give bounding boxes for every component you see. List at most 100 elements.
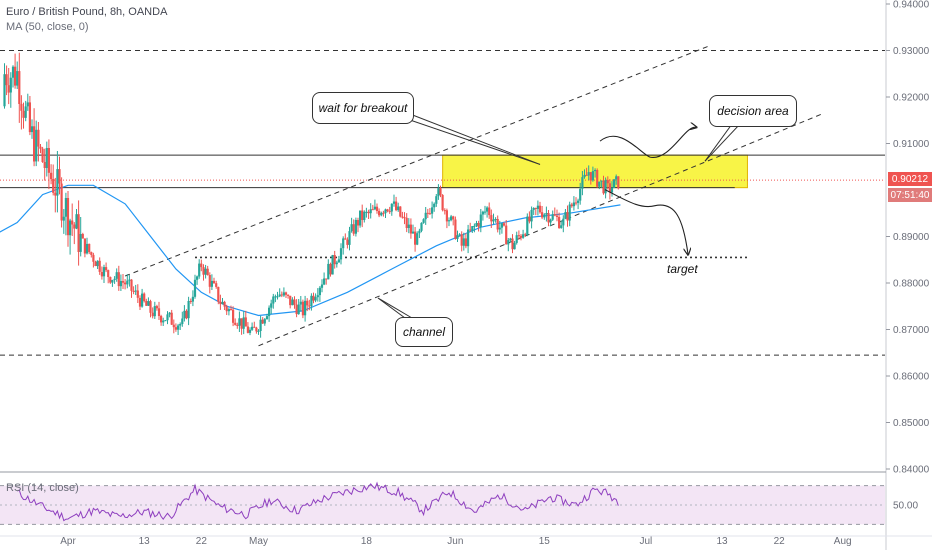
candle-body-147 xyxy=(314,297,317,301)
candle-body-83 xyxy=(179,324,182,326)
candle-body-283 xyxy=(602,180,605,194)
candle-body-6 xyxy=(16,71,19,86)
candle-body-184 xyxy=(392,201,396,204)
callout-channel[interactable]: channel xyxy=(395,317,453,347)
ma-legend[interactable]: MA (50, close, 0) xyxy=(6,21,89,33)
candle-body-0 xyxy=(3,74,6,107)
candle-body-86 xyxy=(185,310,188,319)
candle-body-100 xyxy=(215,283,218,287)
candle-body-156 xyxy=(333,255,336,265)
candle-body-13 xyxy=(30,126,34,133)
candle-body-289 xyxy=(615,176,618,180)
rsi-legend[interactable]: RSI (14, close) xyxy=(6,482,79,494)
candle-body-265 xyxy=(564,212,567,219)
candle-body-94 xyxy=(202,267,205,275)
candle-body-215 xyxy=(458,234,461,236)
candle-body-131 xyxy=(280,294,283,296)
candle-body-217 xyxy=(462,238,465,246)
candle-body-88 xyxy=(189,301,192,302)
candle-body-44 xyxy=(96,260,99,267)
candle-body-106 xyxy=(227,309,230,312)
candle-body-42 xyxy=(92,254,95,262)
candle-body-216 xyxy=(460,234,463,246)
candle-body-87 xyxy=(187,301,190,319)
candle-body-102 xyxy=(219,301,222,305)
candle-body-60 xyxy=(130,279,133,291)
candle-body-197 xyxy=(420,222,423,231)
candle-body-38 xyxy=(83,238,86,254)
date-tick-label-7: Jul xyxy=(639,536,652,547)
candle-body-183 xyxy=(390,203,393,212)
candle-body-111 xyxy=(238,318,241,326)
candle-body-7 xyxy=(18,71,21,104)
candle-body-10 xyxy=(24,106,27,118)
price-tick-label-0: 0.94000 xyxy=(893,0,930,11)
candle-body-72 xyxy=(155,306,158,309)
candle-body-46 xyxy=(100,272,103,277)
candle-body-153 xyxy=(327,263,330,280)
candle-body-80 xyxy=(172,324,175,328)
bullish-scenario-curve xyxy=(599,127,696,158)
candle-body-23 xyxy=(52,179,55,193)
candle-body-135 xyxy=(289,295,292,306)
candle-body-246 xyxy=(524,234,527,236)
candle-body-133 xyxy=(284,292,288,295)
date-tick-label-4: 18 xyxy=(361,536,373,547)
candle-body-14 xyxy=(33,126,36,162)
candle-body-212 xyxy=(452,216,455,220)
candle-body-67 xyxy=(145,301,148,306)
candle-body-8 xyxy=(20,103,23,111)
candle-body-36 xyxy=(79,234,82,252)
callout-decision-area[interactable]: decision area xyxy=(709,95,797,127)
candle-body-167 xyxy=(356,220,360,226)
candle-body-274 xyxy=(583,174,586,178)
candle-body-206 xyxy=(439,188,442,195)
candle-body-247 xyxy=(526,216,529,235)
candle-body-140 xyxy=(299,301,302,305)
candle-body-250 xyxy=(532,208,535,210)
date-tick-label-9: 22 xyxy=(774,536,786,547)
candle-body-243 xyxy=(517,235,520,237)
candle-body-112 xyxy=(240,318,243,329)
candle-body-225 xyxy=(479,214,482,227)
candle-body-186 xyxy=(397,206,400,211)
candle-body-75 xyxy=(162,320,165,323)
candle-body-169 xyxy=(361,210,364,220)
candle-body-123 xyxy=(263,319,266,324)
candle-body-52 xyxy=(113,278,116,280)
candle-body-152 xyxy=(325,278,328,280)
candle-body-130 xyxy=(278,294,281,297)
candle-body-117 xyxy=(251,326,254,330)
candle-body-81 xyxy=(174,327,177,330)
candle-body-121 xyxy=(259,319,262,331)
candle-body-238 xyxy=(507,240,510,245)
candle-body-200 xyxy=(426,212,429,214)
candle-body-132 xyxy=(282,292,285,296)
candle-body-204 xyxy=(435,196,438,204)
candle-body-50 xyxy=(109,277,112,283)
target-label[interactable]: target xyxy=(667,262,698,276)
price-tick-label-2: 0.92000 xyxy=(893,93,930,104)
candle-body-39 xyxy=(85,243,89,254)
candle-body-187 xyxy=(399,206,402,217)
candle-body-136 xyxy=(291,299,294,306)
candle-body-5 xyxy=(14,66,17,86)
date-tick-label-5: Jun xyxy=(447,536,463,547)
candle-body-17 xyxy=(39,146,42,149)
candle-body-29 xyxy=(64,198,67,217)
candle-body-43 xyxy=(94,261,97,266)
candle-body-267 xyxy=(568,204,571,221)
candle-body-278 xyxy=(591,171,594,181)
candle-body-105 xyxy=(225,306,228,312)
candle-body-138 xyxy=(295,304,298,315)
candle-body-128 xyxy=(274,296,277,298)
candle-body-158 xyxy=(337,259,340,263)
candle-body-20 xyxy=(45,148,48,168)
candle-body-189 xyxy=(403,217,406,219)
candle-body-269 xyxy=(572,202,575,207)
callout-wait-for-breakout[interactable]: wait for breakout xyxy=(312,92,414,124)
candle-body-165 xyxy=(352,224,355,234)
date-tick-label-1: 13 xyxy=(139,536,151,547)
candle-body-209 xyxy=(445,210,448,222)
